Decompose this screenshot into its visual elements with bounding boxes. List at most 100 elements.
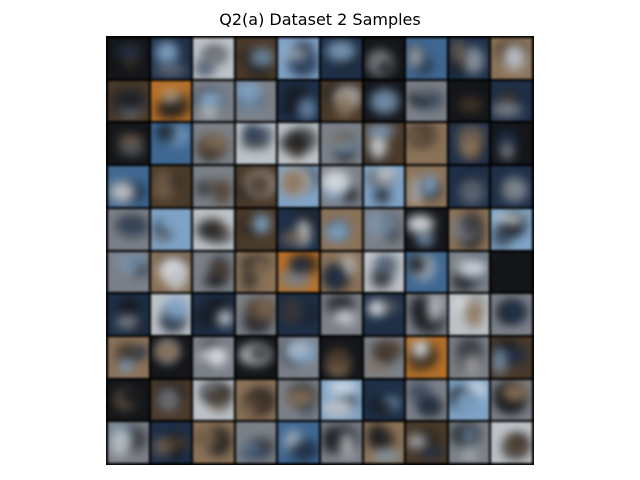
sample-image	[320, 422, 362, 463]
sample-image	[363, 166, 405, 207]
sample-image	[193, 166, 234, 207]
sample-image	[150, 166, 192, 207]
sample-image	[108, 80, 149, 122]
sample-image	[193, 379, 234, 421]
sample-image	[278, 422, 319, 463]
sample-image	[406, 336, 447, 378]
sample-image	[235, 336, 277, 378]
sample-image	[491, 80, 532, 122]
sample-image	[108, 166, 149, 207]
sample-image	[448, 38, 490, 79]
sample-image	[108, 379, 149, 421]
sample-image	[193, 38, 234, 79]
sample-image	[448, 208, 490, 250]
sample-image	[278, 251, 319, 293]
sample-image	[448, 379, 490, 421]
sample-image	[235, 166, 277, 207]
sample-image	[108, 38, 149, 79]
sample-image	[320, 80, 362, 122]
sample-image	[150, 80, 192, 122]
sample-image	[150, 208, 192, 250]
sample-image	[406, 38, 447, 79]
sample-image	[406, 166, 447, 207]
sample-image	[448, 80, 490, 122]
sample-image	[150, 38, 192, 79]
sample-image	[320, 208, 362, 250]
sample-image	[320, 294, 362, 335]
sample-image	[406, 208, 447, 250]
sample-image	[363, 123, 405, 165]
sample-image	[278, 38, 319, 79]
sample-image	[448, 294, 490, 335]
sample-image	[406, 379, 447, 421]
sample-image	[491, 336, 532, 378]
sample-image	[406, 251, 447, 293]
sample-image	[491, 379, 532, 421]
sample-image	[491, 208, 532, 250]
sample-image	[448, 251, 490, 293]
sample-image	[150, 251, 192, 293]
sample-image	[406, 422, 447, 463]
sample-image	[320, 38, 362, 79]
sample-image	[320, 251, 362, 293]
sample-image	[491, 251, 532, 293]
sample-image	[193, 80, 234, 122]
sample-image	[278, 336, 319, 378]
sample-image	[235, 251, 277, 293]
sample-image	[150, 422, 192, 463]
sample-image	[150, 123, 192, 165]
sample-image	[406, 80, 447, 122]
sample-image	[320, 166, 362, 207]
sample-image	[108, 208, 149, 250]
sample-image	[235, 294, 277, 335]
sample-image	[363, 251, 405, 293]
sample-image	[363, 379, 405, 421]
sample-image	[193, 251, 234, 293]
sample-image	[193, 294, 234, 335]
sample-image	[320, 336, 362, 378]
sample-image	[491, 38, 532, 79]
sample-image-grid	[108, 38, 532, 463]
sample-image	[363, 80, 405, 122]
sample-image	[448, 123, 490, 165]
sample-image	[320, 379, 362, 421]
sample-image	[363, 422, 405, 463]
sample-image	[150, 379, 192, 421]
sample-image	[108, 294, 149, 335]
sample-image	[193, 422, 234, 463]
sample-image	[193, 123, 234, 165]
sample-image	[235, 208, 277, 250]
sample-image	[150, 294, 192, 335]
sample-image	[235, 80, 277, 122]
sample-image	[491, 123, 532, 165]
sample-image	[235, 38, 277, 79]
sample-image	[491, 166, 532, 207]
sample-image	[235, 123, 277, 165]
sample-image	[278, 379, 319, 421]
sample-image	[448, 166, 490, 207]
sample-image	[491, 294, 532, 335]
sample-image	[108, 422, 149, 463]
sample-image	[278, 80, 319, 122]
sample-grid-frame	[106, 36, 534, 465]
sample-image	[193, 208, 234, 250]
sample-image	[406, 294, 447, 335]
sample-image	[320, 123, 362, 165]
sample-image	[363, 38, 405, 79]
sample-image	[235, 379, 277, 421]
sample-image	[448, 422, 490, 463]
sample-image	[278, 294, 319, 335]
sample-image	[278, 208, 319, 250]
sample-image	[235, 422, 277, 463]
sample-image	[491, 422, 532, 463]
sample-image	[278, 123, 319, 165]
sample-image	[278, 166, 319, 207]
sample-image	[108, 336, 149, 378]
figure-title: Q2(a) Dataset 2 Samples	[219, 10, 421, 29]
sample-image	[406, 123, 447, 165]
sample-image	[193, 336, 234, 378]
sample-image	[108, 251, 149, 293]
sample-image	[363, 294, 405, 335]
sample-image	[363, 208, 405, 250]
sample-image	[150, 336, 192, 378]
